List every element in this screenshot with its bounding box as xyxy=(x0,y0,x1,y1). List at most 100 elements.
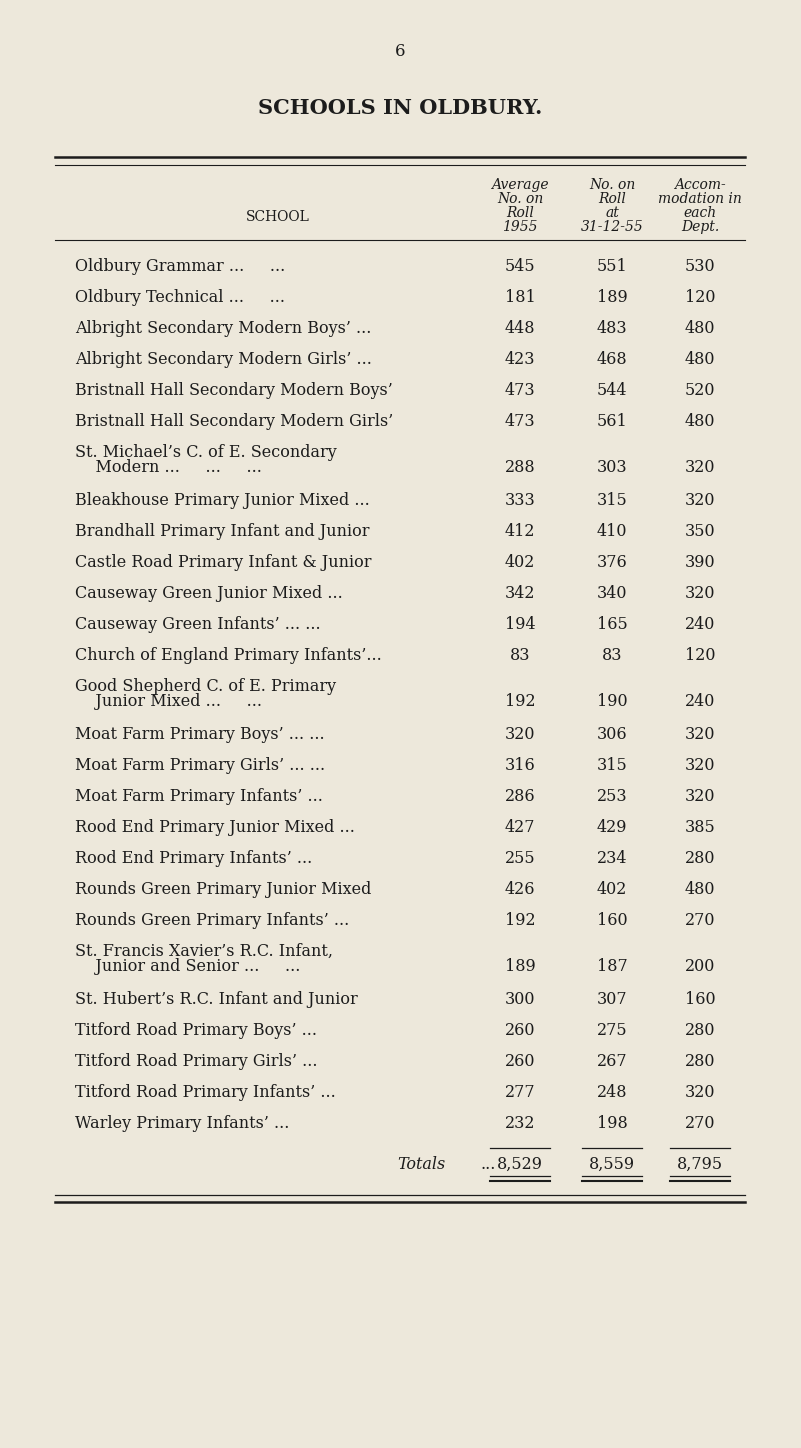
Text: St. Michael’s C. of E. Secondary: St. Michael’s C. of E. Secondary xyxy=(75,445,336,460)
Text: 288: 288 xyxy=(505,459,535,476)
Text: 255: 255 xyxy=(505,850,535,867)
Text: Titford Road Primary Boys’ ...: Titford Road Primary Boys’ ... xyxy=(75,1022,317,1040)
Text: Rood End Primary Junior Mixed ...: Rood End Primary Junior Mixed ... xyxy=(75,820,355,835)
Text: Castle Road Primary Infant & Junior: Castle Road Primary Infant & Junior xyxy=(75,555,372,571)
Text: Albright Secondary Modern Boys’ ...: Albright Secondary Modern Boys’ ... xyxy=(75,320,372,337)
Text: 189: 189 xyxy=(597,290,627,306)
Text: 120: 120 xyxy=(685,290,715,306)
Text: 260: 260 xyxy=(505,1022,535,1040)
Text: 8,795: 8,795 xyxy=(677,1156,723,1173)
Text: 83: 83 xyxy=(602,647,622,665)
Text: Junior and Senior ...     ...: Junior and Senior ... ... xyxy=(75,959,300,975)
Text: Oldbury Technical ...     ...: Oldbury Technical ... ... xyxy=(75,290,285,306)
Text: 189: 189 xyxy=(505,959,535,975)
Text: 253: 253 xyxy=(597,788,627,805)
Text: each: each xyxy=(683,206,717,220)
Text: 316: 316 xyxy=(505,757,535,775)
Text: Warley Primary Infants’ ...: Warley Primary Infants’ ... xyxy=(75,1115,289,1132)
Text: 160: 160 xyxy=(685,990,715,1008)
Text: Roll: Roll xyxy=(598,193,626,206)
Text: 234: 234 xyxy=(597,850,627,867)
Text: 320: 320 xyxy=(685,459,715,476)
Text: Titford Road Primary Girls’ ...: Titford Road Primary Girls’ ... xyxy=(75,1053,317,1070)
Text: 520: 520 xyxy=(685,382,715,400)
Text: 120: 120 xyxy=(685,647,715,665)
Text: 303: 303 xyxy=(597,459,627,476)
Text: Good Shepherd C. of E. Primary: Good Shepherd C. of E. Primary xyxy=(75,678,336,695)
Text: Average: Average xyxy=(491,178,549,193)
Text: 423: 423 xyxy=(505,350,535,368)
Text: 544: 544 xyxy=(597,382,627,400)
Text: 6: 6 xyxy=(395,43,405,61)
Text: 448: 448 xyxy=(505,320,535,337)
Text: 160: 160 xyxy=(597,912,627,930)
Text: 320: 320 xyxy=(685,788,715,805)
Text: 277: 277 xyxy=(505,1085,535,1100)
Text: 412: 412 xyxy=(505,523,535,540)
Text: 561: 561 xyxy=(597,413,627,430)
Text: at: at xyxy=(605,206,619,220)
Text: St. Hubert’s R.C. Infant and Junior: St. Hubert’s R.C. Infant and Junior xyxy=(75,990,358,1008)
Text: 473: 473 xyxy=(505,382,535,400)
Text: 181: 181 xyxy=(505,290,535,306)
Text: 306: 306 xyxy=(597,725,627,743)
Text: No. on: No. on xyxy=(497,193,543,206)
Text: 83: 83 xyxy=(509,647,530,665)
Text: 1955: 1955 xyxy=(502,220,537,235)
Text: 315: 315 xyxy=(597,492,627,510)
Text: 340: 340 xyxy=(597,585,627,602)
Text: 192: 192 xyxy=(505,694,535,710)
Text: 280: 280 xyxy=(685,1053,715,1070)
Text: 483: 483 xyxy=(597,320,627,337)
Text: 192: 192 xyxy=(505,912,535,930)
Text: Titford Road Primary Infants’ ...: Titford Road Primary Infants’ ... xyxy=(75,1085,336,1100)
Text: 275: 275 xyxy=(597,1022,627,1040)
Text: 551: 551 xyxy=(597,258,627,275)
Text: SCHOOL: SCHOOL xyxy=(246,210,309,224)
Text: 350: 350 xyxy=(685,523,715,540)
Text: 260: 260 xyxy=(505,1053,535,1070)
Text: 480: 480 xyxy=(685,880,715,898)
Text: 300: 300 xyxy=(505,990,535,1008)
Text: 427: 427 xyxy=(505,820,535,835)
Text: 390: 390 xyxy=(685,555,715,571)
Text: 8,559: 8,559 xyxy=(589,1156,635,1173)
Text: St. Francis Xavier’s R.C. Infant,: St. Francis Xavier’s R.C. Infant, xyxy=(75,943,333,960)
Text: ...: ... xyxy=(480,1156,495,1173)
Text: 165: 165 xyxy=(597,615,627,633)
Text: Causeway Green Infants’ ... ...: Causeway Green Infants’ ... ... xyxy=(75,615,320,633)
Text: SCHOOLS IN OLDBURY.: SCHOOLS IN OLDBURY. xyxy=(258,98,542,117)
Text: Bristnall Hall Secondary Modern Girls’: Bristnall Hall Secondary Modern Girls’ xyxy=(75,413,393,430)
Text: 480: 480 xyxy=(685,320,715,337)
Text: 320: 320 xyxy=(685,1085,715,1100)
Text: Moat Farm Primary Infants’ ...: Moat Farm Primary Infants’ ... xyxy=(75,788,323,805)
Text: 426: 426 xyxy=(505,880,535,898)
Text: 473: 473 xyxy=(505,413,535,430)
Text: 385: 385 xyxy=(685,820,715,835)
Text: 402: 402 xyxy=(597,880,627,898)
Text: 270: 270 xyxy=(685,1115,715,1132)
Text: 320: 320 xyxy=(685,757,715,775)
Text: 320: 320 xyxy=(685,492,715,510)
Text: 198: 198 xyxy=(597,1115,627,1132)
Text: 342: 342 xyxy=(505,585,535,602)
Text: 307: 307 xyxy=(597,990,627,1008)
Text: modation in: modation in xyxy=(658,193,742,206)
Text: Dept.: Dept. xyxy=(681,220,719,235)
Text: 194: 194 xyxy=(505,615,535,633)
Text: Bleakhouse Primary Junior Mixed ...: Bleakhouse Primary Junior Mixed ... xyxy=(75,492,370,510)
Text: 248: 248 xyxy=(597,1085,627,1100)
Text: 232: 232 xyxy=(505,1115,535,1132)
Text: Rood End Primary Infants’ ...: Rood End Primary Infants’ ... xyxy=(75,850,312,867)
Text: 280: 280 xyxy=(685,850,715,867)
Text: 333: 333 xyxy=(505,492,535,510)
Text: 429: 429 xyxy=(597,820,627,835)
Text: 480: 480 xyxy=(685,413,715,430)
Text: 320: 320 xyxy=(685,725,715,743)
Text: 240: 240 xyxy=(685,615,715,633)
Text: 270: 270 xyxy=(685,912,715,930)
Text: 190: 190 xyxy=(597,694,627,710)
Text: 545: 545 xyxy=(505,258,535,275)
Text: Moat Farm Primary Girls’ ... ...: Moat Farm Primary Girls’ ... ... xyxy=(75,757,325,775)
Text: Accom-: Accom- xyxy=(674,178,726,193)
